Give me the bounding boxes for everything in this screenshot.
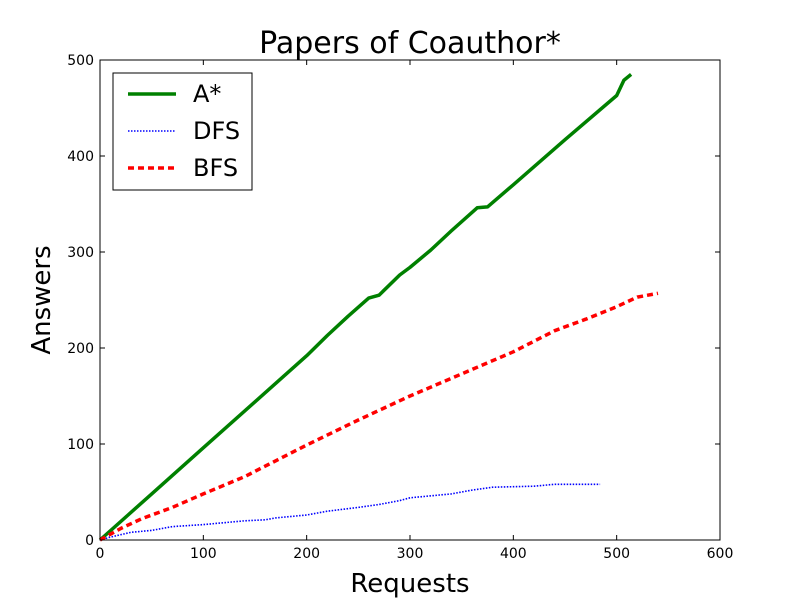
y-tick-label: 300 [67,245,94,261]
x-tick-label: 300 [397,546,424,562]
series-line-dfs [99,483,601,541]
legend: A* DFS BFS [112,72,253,191]
x-tick-label: 600 [707,546,734,562]
legend-label: DFS [193,117,240,145]
legend-label: BFS [193,154,238,182]
series-layer [98,73,659,542]
y-axis-label: Answers [27,245,57,354]
y-tick-label: 400 [67,149,94,165]
y-tick-label: 0 [85,533,94,549]
x-tick-label: 100 [190,546,217,562]
x-tick-label: 400 [500,546,527,562]
y-tick-label: 100 [67,437,94,453]
series-line-a [98,73,633,542]
ticks-layer: 0 100 200 300 400 500 600 0 100 200 300 400 500 [67,53,733,562]
x-tick-label: 500 [603,546,630,562]
x-axis-label: Requests [350,569,469,599]
series-line-bfs [99,291,659,542]
chart-title: Papers of Coauthor* [259,26,561,61]
y-tick-label: 200 [67,341,94,357]
legend-label: A* [193,80,221,108]
x-tick-label: 0 [96,546,105,562]
x-tick-label: 200 [293,546,320,562]
y-tick-label: 500 [67,53,94,69]
